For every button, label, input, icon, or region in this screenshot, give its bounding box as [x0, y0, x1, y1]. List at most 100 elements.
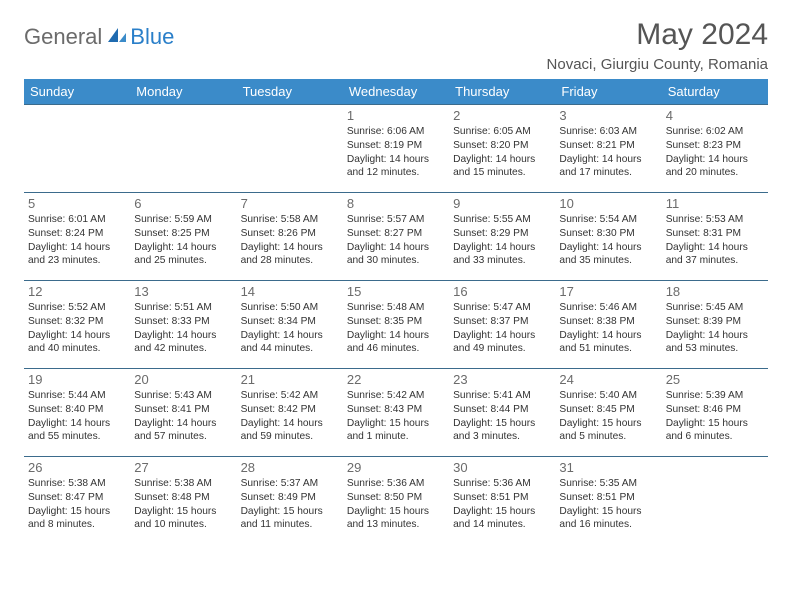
logo: General Blue	[24, 24, 174, 50]
weekday-header: Tuesday	[237, 79, 343, 105]
calendar-day-cell: 28 Sunrise: 5:37 AMSunset: 8:49 PMDayligh…	[237, 457, 343, 545]
weekday-header: Saturday	[662, 79, 768, 105]
day-number: 28	[241, 460, 339, 475]
day-number: 11	[666, 196, 764, 211]
weekday-header: Monday	[130, 79, 236, 105]
day-info: Sunrise: 5:42 AMSunset: 8:43 PMDaylight:…	[347, 389, 445, 444]
day-number: 22	[347, 372, 445, 387]
day-number: 19	[28, 372, 126, 387]
title-block: May 2024 Novaci, Giurgiu County, Romania	[547, 18, 768, 73]
calendar-week-row: 5 Sunrise: 6:01 AMSunset: 8:24 PMDaylight…	[24, 193, 768, 281]
weekday-header: Friday	[555, 79, 661, 105]
day-number: 15	[347, 284, 445, 299]
day-number: 14	[241, 284, 339, 299]
day-number: 3	[559, 108, 657, 123]
day-number: 27	[134, 460, 232, 475]
calendar-week-row: 26 Sunrise: 5:38 AMSunset: 8:47 PMDayligh…	[24, 457, 768, 545]
calendar-day-cell: 11Sunrise: 5:53 AMSunset: 8:31 PMDayligh…	[662, 193, 768, 281]
calendar-day-cell	[237, 105, 343, 193]
day-info: Sunrise: 5:59 AMSunset: 8:25 PMDaylight:…	[134, 213, 232, 268]
logo-text-blue: Blue	[130, 24, 174, 50]
calendar-day-cell: 1Sunrise: 6:06 AMSunset: 8:19 PMDaylight…	[343, 105, 449, 193]
location: Novaci, Giurgiu County, Romania	[547, 56, 768, 73]
day-number: 18	[666, 284, 764, 299]
calendar-week-row: 1Sunrise: 6:06 AMSunset: 8:19 PMDaylight…	[24, 105, 768, 193]
calendar-day-cell: 8 Sunrise: 5:57 AMSunset: 8:27 PMDaylight…	[343, 193, 449, 281]
day-number: 25	[666, 372, 764, 387]
weekday-header: Thursday	[449, 79, 555, 105]
calendar-day-cell: 23 Sunrise: 5:41 AMSunset: 8:44 PMDayligh…	[449, 369, 555, 457]
day-info: Sunrise: 5:52 AMSunset: 8:32 PMDaylight:…	[28, 301, 126, 356]
calendar-day-cell: 16Sunrise: 5:47 AMSunset: 8:37 PMDayligh…	[449, 281, 555, 369]
day-info: Sunrise: 5:55 AMSunset: 8:29 PMDaylight:…	[453, 213, 551, 268]
calendar-day-cell	[662, 457, 768, 545]
day-info: Sunrise: 6:02 AMSunset: 8:23 PMDaylight:…	[666, 125, 764, 180]
day-number: 21	[241, 372, 339, 387]
day-number: 5	[28, 196, 126, 211]
calendar-day-cell: 5 Sunrise: 6:01 AMSunset: 8:24 PMDaylight…	[24, 193, 130, 281]
day-info: Sunrise: 5:38 AMSunset: 8:47 PMDaylight:…	[28, 477, 126, 532]
day-number: 9	[453, 196, 551, 211]
day-info: Sunrise: 5:38 AMSunset: 8:48 PMDaylight:…	[134, 477, 232, 532]
day-number: 10	[559, 196, 657, 211]
day-info: Sunrise: 6:06 AMSunset: 8:19 PMDaylight:…	[347, 125, 445, 180]
calendar-day-cell: 22 Sunrise: 5:42 AMSunset: 8:43 PMDayligh…	[343, 369, 449, 457]
calendar-day-cell: 2Sunrise: 6:05 AMSunset: 8:20 PMDaylight…	[449, 105, 555, 193]
calendar-day-cell: 29 Sunrise: 5:36 AMSunset: 8:50 PMDayligh…	[343, 457, 449, 545]
day-info: Sunrise: 5:51 AMSunset: 8:33 PMDaylight:…	[134, 301, 232, 356]
calendar-day-cell: 18 Sunrise: 5:45 AMSunset: 8:39 PMDayligh…	[662, 281, 768, 369]
day-info: Sunrise: 5:54 AMSunset: 8:30 PMDaylight:…	[559, 213, 657, 268]
calendar-day-cell: 21 Sunrise: 5:42 AMSunset: 8:42 PMDayligh…	[237, 369, 343, 457]
weekday-header: Wednesday	[343, 79, 449, 105]
calendar-day-cell: 25 Sunrise: 5:39 AMSunset: 8:46 PMDayligh…	[662, 369, 768, 457]
calendar-week-row: 19Sunrise: 5:44 AMSunset: 8:40 PMDayligh…	[24, 369, 768, 457]
day-info: Sunrise: 5:50 AMSunset: 8:34 PMDaylight:…	[241, 301, 339, 356]
calendar-day-cell: 14 Sunrise: 5:50 AMSunset: 8:34 PMDayligh…	[237, 281, 343, 369]
day-info: Sunrise: 5:45 AMSunset: 8:39 PMDaylight:…	[666, 301, 764, 356]
day-number: 8	[347, 196, 445, 211]
day-info: Sunrise: 5:41 AMSunset: 8:44 PMDaylight:…	[453, 389, 551, 444]
weekday-header: Sunday	[24, 79, 130, 105]
calendar-day-cell: 4 Sunrise: 6:02 AMSunset: 8:23 PMDaylight…	[662, 105, 768, 193]
calendar-day-cell	[130, 105, 236, 193]
calendar-day-cell: 26 Sunrise: 5:38 AMSunset: 8:47 PMDayligh…	[24, 457, 130, 545]
calendar-day-cell: 3 Sunrise: 6:03 AMSunset: 8:21 PMDaylight…	[555, 105, 661, 193]
day-info: Sunrise: 5:48 AMSunset: 8:35 PMDaylight:…	[347, 301, 445, 356]
day-info: Sunrise: 5:47 AMSunset: 8:37 PMDaylight:…	[453, 301, 551, 356]
calendar-table: Sunday Monday Tuesday Wednesday Thursday…	[24, 79, 768, 545]
day-number: 20	[134, 372, 232, 387]
day-info: Sunrise: 5:58 AMSunset: 8:26 PMDaylight:…	[241, 213, 339, 268]
month-title: May 2024	[547, 18, 768, 52]
day-info: Sunrise: 5:57 AMSunset: 8:27 PMDaylight:…	[347, 213, 445, 268]
day-info: Sunrise: 5:39 AMSunset: 8:46 PMDaylight:…	[666, 389, 764, 444]
day-number: 26	[28, 460, 126, 475]
calendar-day-cell: 20 Sunrise: 5:43 AMSunset: 8:41 PMDayligh…	[130, 369, 236, 457]
day-number: 23	[453, 372, 551, 387]
logo-text-general: General	[24, 24, 102, 50]
day-number: 4	[666, 108, 764, 123]
calendar-day-cell: 31Sunrise: 5:35 AMSunset: 8:51 PMDayligh…	[555, 457, 661, 545]
day-info: Sunrise: 6:01 AMSunset: 8:24 PMDaylight:…	[28, 213, 126, 268]
calendar-day-cell: 10 Sunrise: 5:54 AMSunset: 8:30 PMDayligh…	[555, 193, 661, 281]
calendar-day-cell	[24, 105, 130, 193]
day-info: Sunrise: 5:46 AMSunset: 8:38 PMDaylight:…	[559, 301, 657, 356]
day-info: Sunrise: 5:36 AMSunset: 8:51 PMDaylight:…	[453, 477, 551, 532]
day-number: 30	[453, 460, 551, 475]
calendar-day-cell: 24Sunrise: 5:40 AMSunset: 8:45 PMDayligh…	[555, 369, 661, 457]
calendar-day-cell: 17Sunrise: 5:46 AMSunset: 8:38 PMDayligh…	[555, 281, 661, 369]
day-info: Sunrise: 5:36 AMSunset: 8:50 PMDaylight:…	[347, 477, 445, 532]
day-info: Sunrise: 5:42 AMSunset: 8:42 PMDaylight:…	[241, 389, 339, 444]
header: General Blue May 2024 Novaci, Giurgiu Co…	[24, 18, 768, 73]
day-info: Sunrise: 5:43 AMSunset: 8:41 PMDaylight:…	[134, 389, 232, 444]
calendar-day-cell: 13Sunrise: 5:51 AMSunset: 8:33 PMDayligh…	[130, 281, 236, 369]
day-number: 6	[134, 196, 232, 211]
calendar-day-cell: 27 Sunrise: 5:38 AMSunset: 8:48 PMDayligh…	[130, 457, 236, 545]
weekday-header-row: Sunday Monday Tuesday Wednesday Thursday…	[24, 79, 768, 105]
day-info: Sunrise: 6:03 AMSunset: 8:21 PMDaylight:…	[559, 125, 657, 180]
day-number: 2	[453, 108, 551, 123]
day-number: 12	[28, 284, 126, 299]
day-info: Sunrise: 5:40 AMSunset: 8:45 PMDaylight:…	[559, 389, 657, 444]
day-number: 29	[347, 460, 445, 475]
calendar-day-cell: 12 Sunrise: 5:52 AMSunset: 8:32 PMDayligh…	[24, 281, 130, 369]
day-info: Sunrise: 5:37 AMSunset: 8:49 PMDaylight:…	[241, 477, 339, 532]
